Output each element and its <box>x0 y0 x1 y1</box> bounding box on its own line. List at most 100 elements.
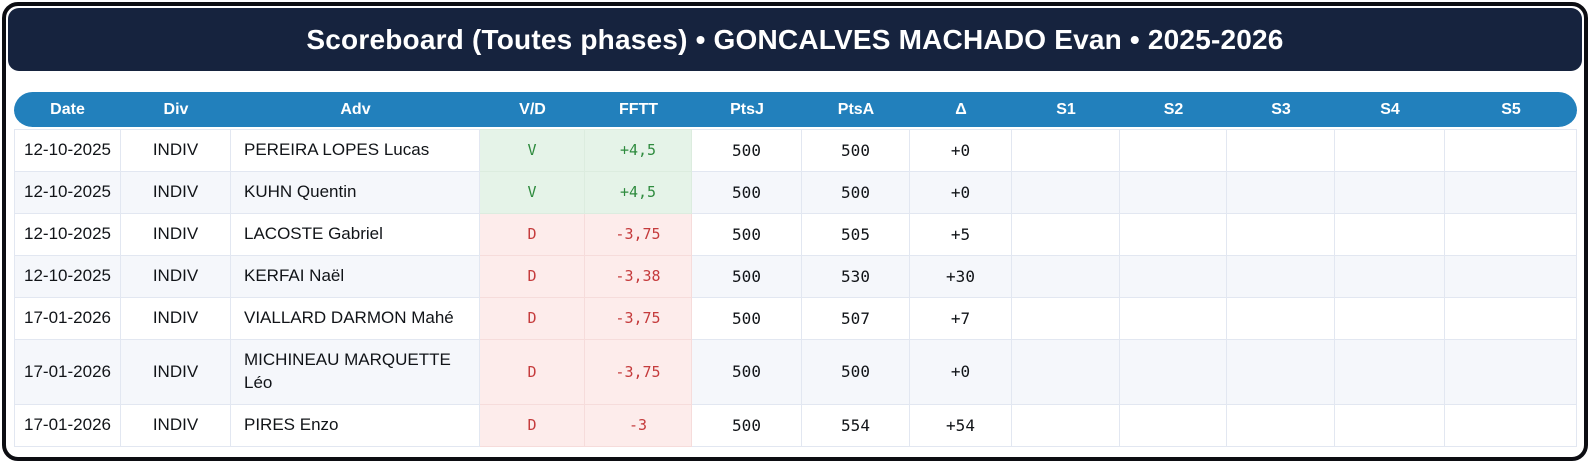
cell-adv: PIRES Enzo <box>231 404 480 447</box>
cell-delta: +0 <box>910 339 1012 405</box>
cell-date: 17-01-2026 <box>14 297 121 340</box>
cell-s3 <box>1227 339 1335 405</box>
cell-adv: KERFAI Naël <box>231 255 480 298</box>
cell-s3 <box>1227 213 1335 256</box>
cell-fftt: -3 <box>585 404 692 447</box>
column-header-s3: S3 <box>1227 92 1335 129</box>
cell-ptsa: 500 <box>802 339 910 405</box>
cell-s3 <box>1227 129 1335 172</box>
cell-ptsj: 500 <box>692 255 802 298</box>
cell-s4 <box>1335 213 1445 256</box>
cell-fftt: -3,75 <box>585 339 692 405</box>
cell-s5 <box>1445 255 1577 298</box>
cell-ptsa: 530 <box>802 255 910 298</box>
column-header-adv: Adv <box>231 92 480 129</box>
cell-s2 <box>1120 255 1227 298</box>
header-row: Date Div Adv V/D FFTT PtsJ PtsA Δ S1 S2 S3 S4 S5 <box>14 92 1577 129</box>
cell-s2 <box>1120 129 1227 172</box>
cell-ptsa: 554 <box>802 404 910 447</box>
cell-div: INDIV <box>121 255 231 298</box>
column-header-fftt: FFTT <box>585 92 692 129</box>
column-header-div: Div <box>121 92 231 129</box>
scoreboard-area: Date Div Adv V/D FFTT PtsJ PtsA Δ S1 S2 S3 S4 S5 12-… <box>14 92 1577 447</box>
cell-fftt: +4,5 <box>585 129 692 172</box>
cell-adv: PEREIRA LOPES Lucas <box>231 129 480 172</box>
column-header-s1: S1 <box>1012 92 1120 129</box>
cell-div: INDIV <box>121 129 231 172</box>
cell-delta: +7 <box>910 297 1012 340</box>
cell-fftt: +4,5 <box>585 171 692 214</box>
column-header-s5: S5 <box>1445 92 1577 129</box>
cell-s2 <box>1120 297 1227 340</box>
cell-delta: +30 <box>910 255 1012 298</box>
cell-adv: LACOSTE Gabriel <box>231 213 480 256</box>
cell-date: 12-10-2025 <box>14 213 121 256</box>
match-row-6: 17-01-2026 INDIV MICHINEAU MARQUETTE Léo D -… <box>14 339 1577 405</box>
cell-s4 <box>1335 171 1445 214</box>
cell-div: INDIV <box>121 297 231 340</box>
cell-s5 <box>1445 213 1577 256</box>
cell-vd: V <box>480 129 585 172</box>
cell-s1 <box>1012 213 1120 256</box>
column-header-s4: S4 <box>1335 92 1445 129</box>
cell-ptsa: 500 <box>802 129 910 172</box>
cell-s5 <box>1445 339 1577 405</box>
cell-div: INDIV <box>121 339 231 405</box>
cell-vd: D <box>480 255 585 298</box>
cell-vd: V <box>480 171 585 214</box>
cell-delta: +54 <box>910 404 1012 447</box>
cell-ptsj: 500 <box>692 339 802 405</box>
table-header: Date Div Adv V/D FFTT PtsJ PtsA Δ S1 S2 S3 S4 S5 <box>14 92 1577 129</box>
cell-s1 <box>1012 297 1120 340</box>
match-row-7: 17-01-2026 INDIV PIRES Enzo D -3 500 554 +54 <box>14 404 1577 447</box>
cell-s5 <box>1445 297 1577 340</box>
cell-s5 <box>1445 171 1577 214</box>
cell-s1 <box>1012 339 1120 405</box>
column-header-delta: Δ <box>910 92 1012 129</box>
cell-s4 <box>1335 297 1445 340</box>
cell-ptsj: 500 <box>692 171 802 214</box>
cell-div: INDIV <box>121 404 231 447</box>
cell-fftt: -3,75 <box>585 213 692 256</box>
cell-s5 <box>1445 404 1577 447</box>
cell-delta: +0 <box>910 129 1012 172</box>
match-row-5: 17-01-2026 INDIV VIALLARD DARMON Mahé D -3,7… <box>14 297 1577 340</box>
match-row-4: 12-10-2025 INDIV KERFAI Naël D -3,38 500 530 +3… <box>14 255 1577 298</box>
cell-vd: D <box>480 404 585 447</box>
cell-vd: D <box>480 297 585 340</box>
column-header-ptsa: PtsA <box>802 92 910 129</box>
cell-s2 <box>1120 171 1227 214</box>
cell-s5 <box>1445 129 1577 172</box>
cell-s2 <box>1120 213 1227 256</box>
cell-s4 <box>1335 404 1445 447</box>
cell-s3 <box>1227 297 1335 340</box>
column-header-date: Date <box>14 92 121 129</box>
cell-s3 <box>1227 171 1335 214</box>
cell-s2 <box>1120 404 1227 447</box>
cell-s4 <box>1335 339 1445 405</box>
title-bar: Scoreboard (Toutes phases) • GONCALVES M… <box>8 8 1582 71</box>
cell-ptsj: 500 <box>692 404 802 447</box>
cell-date: 17-01-2026 <box>14 339 121 405</box>
cell-adv: VIALLARD DARMON Mahé <box>231 297 480 340</box>
cell-ptsa: 500 <box>802 171 910 214</box>
match-row-2: 12-10-2025 INDIV KUHN Quentin V +4,5 500 500 +0 <box>14 171 1577 214</box>
cell-adv: MICHINEAU MARQUETTE Léo <box>231 339 480 405</box>
cell-date: 17-01-2026 <box>14 404 121 447</box>
cell-fftt: -3,75 <box>585 297 692 340</box>
cell-s3 <box>1227 404 1335 447</box>
cell-s2 <box>1120 339 1227 405</box>
cell-ptsj: 500 <box>692 213 802 256</box>
column-header-ptsj: PtsJ <box>692 92 802 129</box>
cell-fftt: -3,38 <box>585 255 692 298</box>
column-header-s2: S2 <box>1120 92 1227 129</box>
cell-date: 12-10-2025 <box>14 129 121 172</box>
cell-date: 12-10-2025 <box>14 255 121 298</box>
match-row-3: 12-10-2025 INDIV LACOSTE Gabriel D -3,75 500 5… <box>14 213 1577 256</box>
cell-ptsj: 500 <box>692 297 802 340</box>
cell-s1 <box>1012 404 1120 447</box>
cell-vd: D <box>480 213 585 256</box>
cell-delta: +5 <box>910 213 1012 256</box>
cell-adv: KUHN Quentin <box>231 171 480 214</box>
cell-vd: D <box>480 339 585 405</box>
